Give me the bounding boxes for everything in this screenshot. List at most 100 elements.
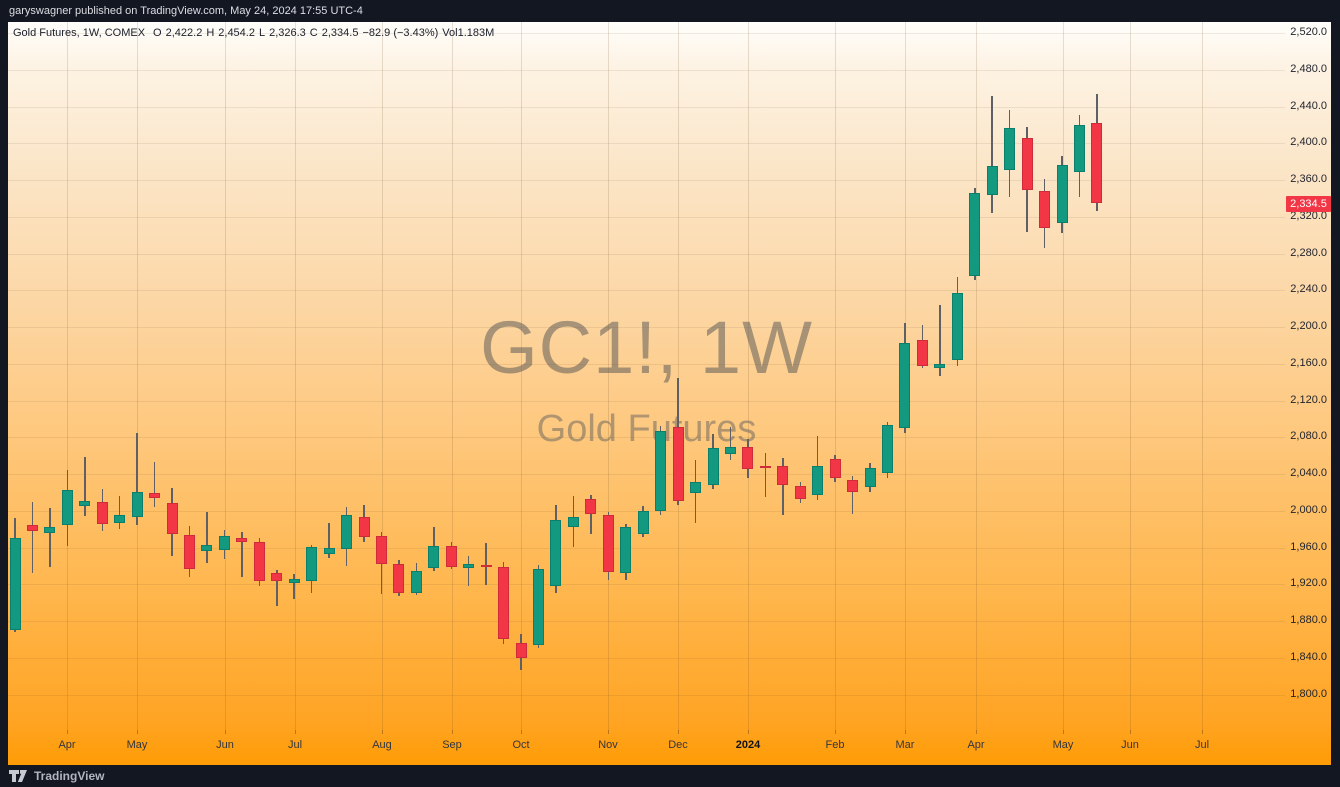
candle[interactable] — [253, 542, 265, 581]
candle[interactable] — [882, 425, 893, 474]
candle[interactable] — [1039, 191, 1050, 228]
candle-wick — [590, 495, 592, 534]
gridline-vertical — [608, 22, 609, 730]
candle[interactable] — [358, 517, 370, 538]
legend[interactable]: Gold Futures, 1W, COMEX O 2,422.2 H 2,454.2 L… — [13, 27, 498, 39]
time-tick-label: Jul — [1194, 739, 1210, 751]
gridline-horizontal — [8, 106, 1285, 108]
candle-wick — [118, 496, 121, 530]
candle[interactable] — [655, 430, 667, 511]
candle[interactable] — [44, 527, 56, 533]
candle[interactable] — [759, 465, 771, 468]
candle[interactable] — [602, 515, 614, 573]
legend-open: O 2,422.2 — [153, 27, 203, 39]
gridline-vertical — [382, 22, 383, 730]
time-tick-label: Feb — [825, 739, 845, 751]
candle[interactable] — [463, 564, 475, 568]
time-tick-label: Jun — [1121, 739, 1139, 751]
candle[interactable] — [829, 458, 841, 478]
candle[interactable] — [899, 342, 911, 429]
candle[interactable] — [428, 545, 440, 568]
candle[interactable] — [969, 192, 981, 277]
candle[interactable] — [672, 427, 684, 501]
candle[interactable] — [951, 293, 963, 361]
candle[interactable] — [794, 486, 806, 499]
candle[interactable] — [218, 535, 230, 551]
candle-wick — [328, 522, 330, 558]
legend-symbol[interactable]: Gold Futures, 1W, COMEX — [13, 27, 146, 39]
candle[interactable] — [533, 568, 544, 645]
candle[interactable] — [1021, 137, 1033, 191]
tradingview-logo-icon[interactable] — [9, 770, 28, 782]
candle-wick — [729, 427, 732, 461]
candle[interactable] — [777, 465, 789, 486]
candle[interactable] — [550, 520, 562, 587]
price-tick-label: 1,920.0 — [1290, 577, 1327, 590]
time-tick-mark — [678, 730, 679, 734]
candle[interactable] — [1004, 127, 1016, 170]
candle[interactable] — [341, 515, 353, 550]
gridline-vertical — [452, 22, 453, 730]
candle[interactable] — [707, 448, 719, 486]
candle[interactable] — [79, 500, 91, 507]
time-tick-mark — [608, 730, 609, 734]
candle[interactable] — [620, 527, 632, 574]
candle[interactable] — [323, 547, 335, 554]
gridline-vertical — [678, 22, 679, 730]
time-tick-label: Apr — [967, 739, 985, 751]
candle[interactable] — [585, 498, 597, 514]
candle[interactable] — [864, 467, 876, 487]
candle[interactable] — [26, 524, 38, 531]
candle[interactable] — [306, 546, 318, 581]
price-tick-label: 2,000.0 — [1290, 503, 1327, 516]
price-axis[interactable]: 2,334.5 2,520.0 2,480.0 2,440.0 2,400.0 2,36… — [1285, 22, 1331, 765]
candle[interactable] — [184, 534, 195, 569]
candle[interactable] — [742, 446, 754, 469]
time-tick-label: Dec — [668, 739, 688, 751]
candle[interactable] — [847, 479, 859, 493]
candle[interactable] — [288, 578, 300, 584]
candle[interactable] — [393, 564, 405, 593]
gridline-horizontal — [8, 547, 1285, 549]
candle[interactable] — [61, 489, 73, 525]
time-tick-mark — [521, 730, 522, 734]
gridline-horizontal — [8, 180, 1285, 181]
chart-pane[interactable]: GC1!, 1W Gold Futures — [8, 22, 1285, 730]
candle[interactable] — [934, 363, 946, 369]
time-axis[interactable]: Apr May Jun Jul Aug Sep Oct Nov Dec 2024 Feb Mar Apr… — [8, 730, 1285, 765]
candle[interactable] — [236, 537, 248, 543]
gridline-vertical — [1202, 22, 1203, 730]
candle[interactable] — [724, 447, 736, 454]
candle[interactable] — [149, 492, 161, 498]
last-price-label: 2,334.5 — [1286, 195, 1331, 212]
candle[interactable] — [166, 502, 178, 534]
candle[interactable] — [690, 482, 701, 494]
candle-wick — [467, 555, 470, 587]
candle[interactable] — [986, 166, 998, 195]
candle[interactable] — [96, 501, 108, 524]
candle[interactable] — [445, 545, 457, 567]
candle-wick — [241, 532, 243, 577]
candle[interactable] — [637, 510, 649, 534]
candle[interactable] — [812, 465, 824, 496]
candle[interactable] — [131, 491, 143, 518]
price-tick-label: 2,480.0 — [1290, 62, 1327, 75]
tradingview-brand-text[interactable]: TradingView — [34, 769, 105, 783]
candle[interactable] — [9, 538, 21, 631]
candle[interactable] — [375, 535, 387, 565]
candle[interactable] — [271, 573, 283, 581]
candle[interactable] — [1074, 124, 1085, 172]
candle[interactable] — [410, 570, 422, 593]
candle[interactable] — [567, 517, 579, 528]
candle[interactable] — [201, 544, 213, 552]
candle[interactable] — [1091, 122, 1103, 204]
candle[interactable] — [1056, 165, 1068, 224]
candle[interactable] — [916, 339, 928, 366]
candle[interactable] — [515, 643, 527, 658]
candle-wick — [136, 432, 138, 525]
gridline-horizontal — [8, 33, 1285, 34]
gridline-vertical — [521, 22, 522, 730]
candle[interactable] — [114, 514, 126, 523]
candle[interactable] — [498, 566, 510, 640]
candle[interactable] — [480, 565, 492, 567]
